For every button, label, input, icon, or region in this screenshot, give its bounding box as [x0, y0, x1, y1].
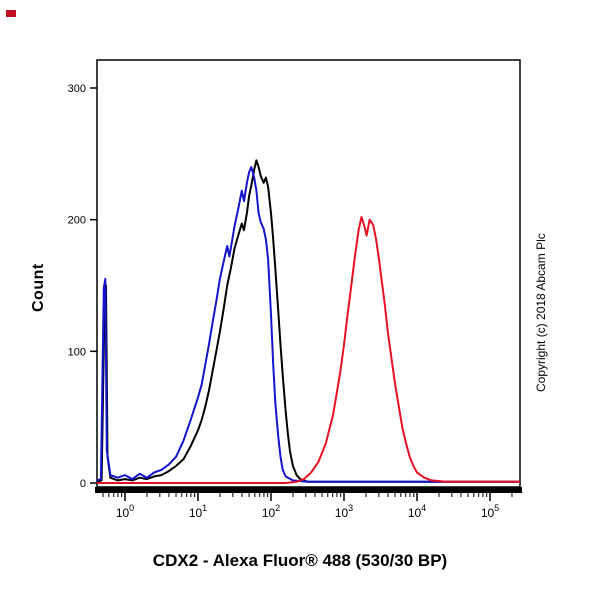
x-tick-label: 102 — [262, 503, 280, 520]
series-blue-curve — [97, 166, 520, 483]
chart-title: CDX2 - Alexa Fluor® 488 (530/30 BP) — [152, 551, 448, 570]
x-tick-label: 104 — [408, 503, 426, 520]
x-tick-label: 103 — [335, 503, 353, 520]
series-black-curve — [97, 159, 520, 483]
y-tick-label: 300 — [68, 83, 86, 95]
y-tick-label: 0 — [80, 478, 86, 490]
x-tick-label: 101 — [189, 503, 207, 520]
series-group — [97, 159, 520, 484]
y-tick-label: 100 — [68, 346, 86, 358]
copyright-text: Copyright (c) 2018 Abcam Plc — [534, 233, 548, 392]
plot-frame — [96, 59, 521, 488]
x-tick-label: 105 — [481, 503, 499, 520]
series-red-curve — [97, 216, 520, 484]
x-tick-label: 100 — [116, 503, 134, 520]
screenshot-corner-artifact — [6, 10, 16, 17]
y-axis-label: Count — [30, 263, 47, 312]
y-tick-label: 200 — [68, 215, 86, 227]
